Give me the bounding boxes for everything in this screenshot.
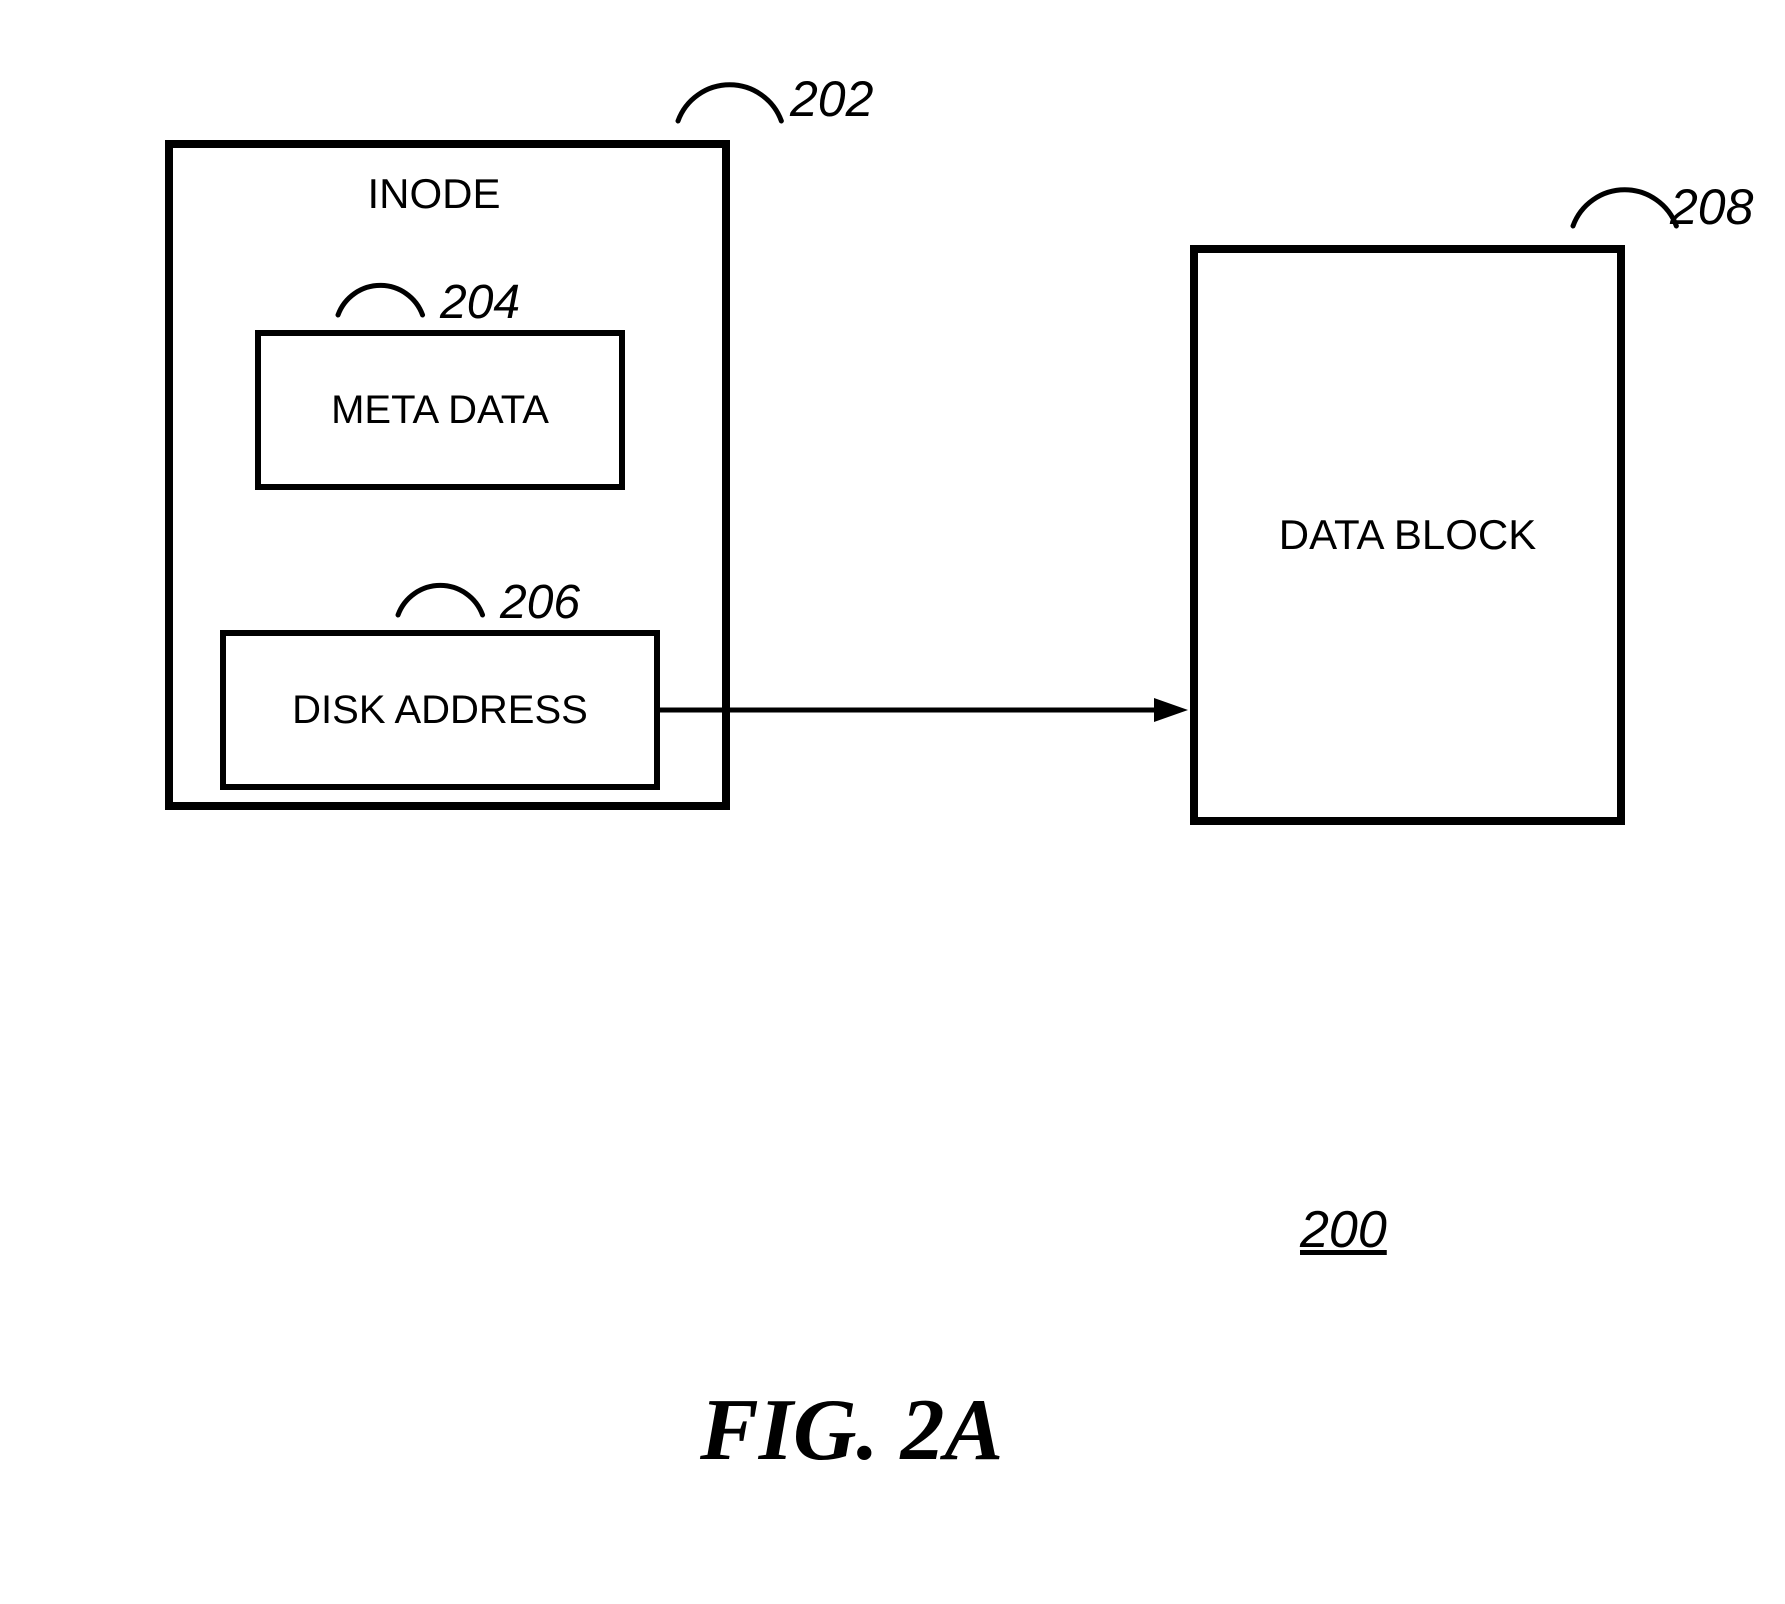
meta-data-label: META DATA xyxy=(331,388,549,433)
data-block-label: DATA BLOCK xyxy=(1279,511,1537,559)
arrow-disk-to-datablock xyxy=(658,686,1190,734)
data-block-box: DATA BLOCK xyxy=(1190,245,1625,825)
inode-title: INODE xyxy=(368,170,501,218)
diagram-stage: INODE META DATA DISK ADDRESS DATA BLOCK … xyxy=(0,0,1785,1604)
figure-number: 200 xyxy=(1300,1200,1387,1260)
ref-label-206: 206 xyxy=(500,575,580,630)
ref-label-204: 204 xyxy=(440,275,520,330)
figure-caption: FIG. 2A xyxy=(700,1380,1003,1481)
disk-address-label: DISK ADDRESS xyxy=(292,688,588,733)
ref-label-202: 202 xyxy=(790,70,873,128)
ref-label-208: 208 xyxy=(1670,178,1753,236)
